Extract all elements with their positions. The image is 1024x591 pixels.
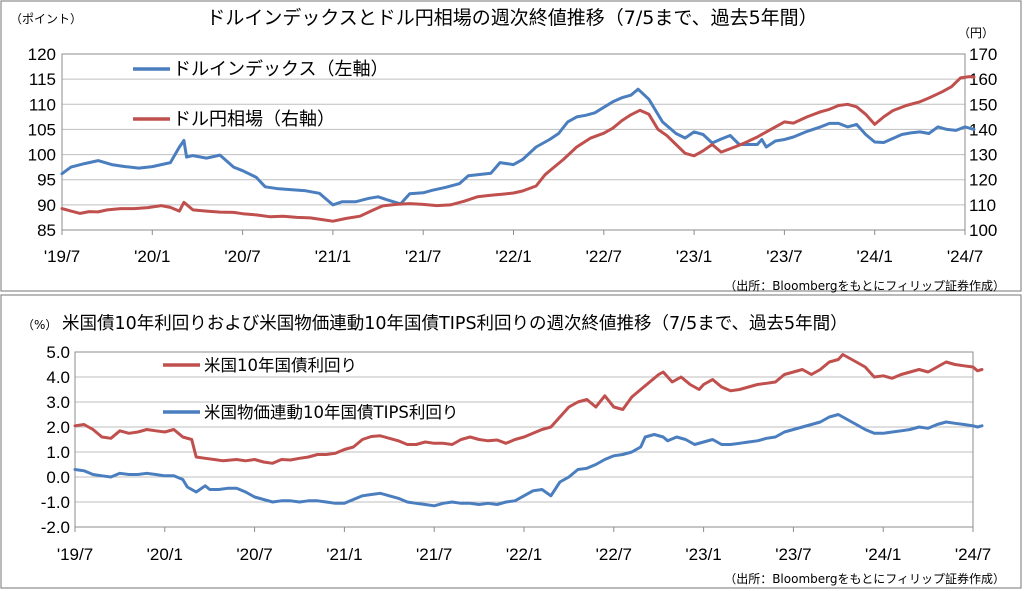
- top-right-tick-label: 140: [969, 120, 997, 139]
- bottom-gridlines: [75, 376, 973, 503]
- top-left-tick-label: 120: [28, 45, 56, 64]
- top-x-axis: '19/7 '20/1 '20/7 '21/1 '21/7 '22/1 '22/7 '23/1…: [44, 230, 983, 266]
- bottom-y-tick-label: 3.0: [46, 393, 70, 412]
- bottom-series-group: [73, 353, 984, 508]
- bottom-x-tick-label: '24/7: [955, 545, 991, 564]
- top-right-tick-label: 160: [969, 70, 997, 89]
- top-left-axis: 85 90 95 100 105 110 115 120: [28, 45, 56, 240]
- bottom-y-tick-label: -1.0: [41, 493, 70, 512]
- top-left-tick-label: 105: [28, 120, 56, 139]
- top-right-unit: （円）: [958, 26, 994, 40]
- bottom-source-note: （出所：Bloombergをもとにフィリップ証券作成）: [724, 571, 1005, 586]
- top-x-tick-label: '24/7: [947, 247, 983, 266]
- top-x-tick-label: '22/1: [495, 247, 531, 266]
- top-right-tick-label: 130: [969, 146, 997, 165]
- top-x-tick-label: '19/7: [44, 247, 80, 266]
- top-panel: [0, 0, 1022, 292]
- top-right-axis: 100 110 120 130 140 150 160 170: [969, 45, 997, 240]
- bottom-x-tick-label: '19/7: [57, 545, 93, 564]
- bottom-x-tick-label: '20/1: [147, 545, 183, 564]
- bottom-y-tick-label: 2.0: [46, 418, 70, 437]
- bottom-y-tick-label: 0.0: [46, 468, 70, 487]
- top-x-tick-label: '23/1: [676, 247, 712, 266]
- top-left-tick-label: 115: [29, 70, 56, 89]
- top-chart-title: ドルインデックスとドル円相場の週次終値推移（7/5まで、過去5年間）: [206, 7, 817, 29]
- bottom-legend: 米国10年国債利回り 米国物価連動10年国債TIPS利回り: [163, 356, 458, 422]
- bottom-y-axis: -2.0 -1.0 0.0 1.0 2.0 3.0 4.0 5.0: [41, 343, 70, 537]
- bottom-x-tick-label: '22/1: [506, 545, 542, 564]
- bottom-y-tick-label: -2.0: [41, 518, 70, 537]
- bottom-x-tick-label: '20/7: [236, 545, 272, 564]
- legend-label-dollar-index: ドルインデックス（左軸）: [173, 59, 388, 80]
- top-left-tick-label: 100: [28, 146, 56, 165]
- top-right-tick-label: 150: [969, 95, 997, 114]
- bottom-y-tick-label: 5.0: [46, 343, 70, 362]
- top-x-tick-label: '21/1: [315, 247, 351, 266]
- legend-label-us10y: 米国10年国債利回り: [204, 356, 357, 375]
- top-right-tick-label: 120: [969, 171, 997, 190]
- bottom-x-axis: '19/7 '20/1 '20/7 '21/1 '21/7 '22/1 '22/7 '23/1…: [57, 527, 991, 564]
- top-right-tick-label: 170: [969, 45, 997, 64]
- bottom-unit: （%）: [22, 318, 57, 332]
- top-legend: ドルインデックス（左軸） ドル円相場（右軸）: [133, 59, 388, 130]
- bottom-x-tick-label: '24/1: [865, 545, 901, 564]
- top-left-unit: （ポイント）: [10, 12, 82, 26]
- top-left-tick-label: 85: [37, 221, 56, 240]
- bottom-x-tick-label: '21/1: [326, 545, 362, 564]
- bottom-x-tick-label: '21/7: [416, 545, 452, 564]
- top-x-tick-label: '23/7: [766, 247, 802, 266]
- top-right-tick-label: 100: [969, 221, 997, 240]
- bottom-chart-title: 米国債10年利回りおよび米国物価連動10年国債TIPS利回りの週次終値推移（7/…: [62, 314, 848, 334]
- top-source-note: （出所：Bloombergをもとにフィリップ証券作成）: [724, 278, 1005, 293]
- bottom-x-tick-label: '22/7: [596, 545, 632, 564]
- legend-label-usdjpy: ドル円相場（右軸）: [173, 109, 335, 130]
- top-x-tick-label: '20/7: [224, 247, 260, 266]
- bottom-x-tick-label: '23/1: [685, 545, 721, 564]
- bottom-y-tick-label: 4.0: [46, 368, 70, 387]
- bottom-x-tick-label: '23/7: [775, 545, 811, 564]
- bottom-y-tick-label: 1.0: [46, 443, 70, 462]
- top-series-group: [60, 75, 976, 223]
- series-line-tips: [73, 413, 984, 508]
- top-x-tick-label: '24/1: [857, 247, 893, 266]
- series-line-usdjpy: [60, 75, 976, 223]
- series-line-us10y: [73, 353, 984, 465]
- top-left-tick-label: 110: [29, 95, 56, 114]
- top-gridlines: [62, 78, 965, 206]
- top-right-tick-label: 110: [969, 196, 996, 215]
- top-x-tick-label: '21/7: [405, 247, 441, 266]
- top-left-tick-label: 90: [37, 196, 56, 215]
- top-left-tick-label: 95: [37, 171, 56, 190]
- top-x-tick-label: '20/1: [134, 247, 170, 266]
- top-x-tick-label: '22/7: [586, 247, 622, 266]
- legend-label-tips: 米国物価連動10年国債TIPS利回り: [204, 403, 458, 422]
- series-line-dollar-index: [60, 87, 976, 207]
